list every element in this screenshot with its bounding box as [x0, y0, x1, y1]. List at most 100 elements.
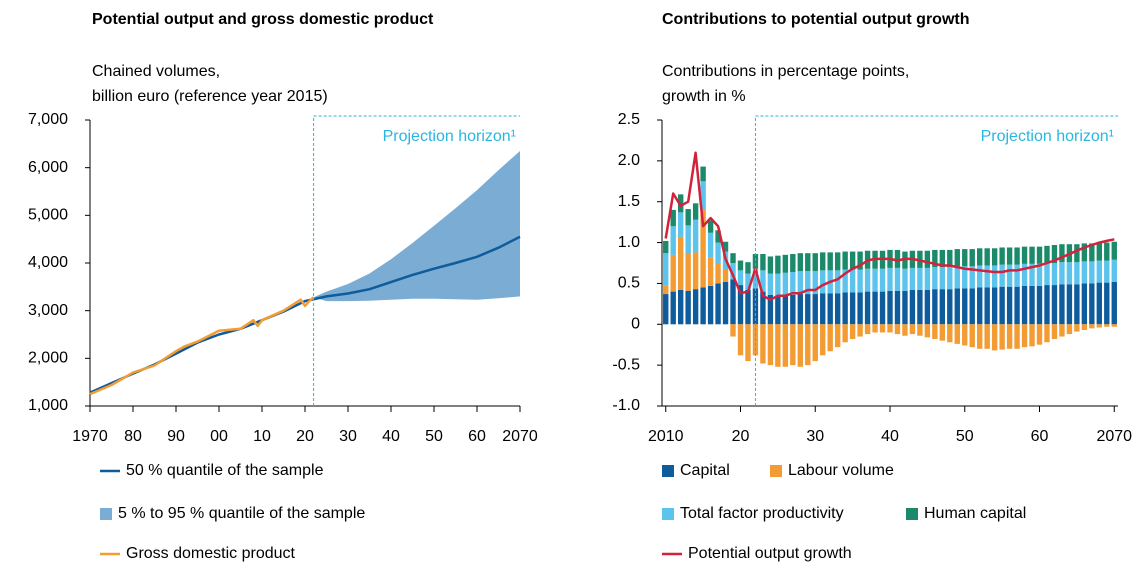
- bar-segment: [954, 324, 960, 344]
- bar-segment: [917, 289, 923, 325]
- bar-segment: [700, 287, 706, 325]
- bar-segment: [1089, 243, 1095, 262]
- bar-segment: [692, 252, 699, 290]
- bar-segment: [1089, 324, 1095, 329]
- bar-segment: [924, 324, 931, 338]
- bar-segment: [700, 181, 706, 210]
- x-tick-label: 2070: [1096, 428, 1132, 445]
- x-tick-label: 1970: [72, 428, 108, 445]
- legend-label: Labour volume: [788, 462, 894, 479]
- annotation: Projection horizon¹: [383, 128, 516, 145]
- bar-segment: [939, 289, 946, 325]
- y-tick-label: 4,000: [28, 254, 68, 271]
- bar-segment: [722, 269, 729, 282]
- bar-segment: [1051, 263, 1058, 286]
- bar-segment: [760, 324, 766, 364]
- bar-segment: [977, 248, 983, 266]
- bar-segment: [692, 203, 699, 220]
- bar-segment: [782, 324, 789, 367]
- bar-segment: [670, 254, 676, 292]
- bar-segment: [1014, 264, 1020, 287]
- bar-segment: [991, 248, 998, 266]
- bar-segment: [894, 290, 901, 325]
- bar-segment: [834, 252, 841, 271]
- bar-segment: [782, 294, 789, 325]
- x-tick-label: 60: [468, 428, 486, 445]
- bar-segment: [864, 268, 871, 292]
- chart-title: Potential output and gross domestic prod…: [92, 11, 434, 28]
- bar-segment: [932, 249, 938, 268]
- bar-segment: [1081, 283, 1088, 325]
- bar-segment: [663, 240, 669, 254]
- y-tick-label: 2.0: [618, 152, 640, 169]
- bar-segment: [820, 324, 826, 356]
- subtitle: billion euro (reference year 2015): [92, 88, 328, 105]
- bar-segment: [685, 254, 691, 291]
- bar-segment: [760, 270, 766, 292]
- bar-segment: [745, 289, 751, 325]
- line: [664, 151, 1115, 302]
- y-tick-label: 1.0: [618, 234, 640, 251]
- bar-segment: [1021, 263, 1028, 286]
- bar-segment: [834, 270, 841, 294]
- y-tick-label: -1.0: [612, 397, 640, 414]
- bar-segment: [722, 281, 729, 325]
- bar-segment: [999, 286, 1005, 325]
- bar-segment: [939, 267, 946, 290]
- bar-segment: [1036, 246, 1043, 264]
- bar-segment: [887, 290, 893, 325]
- bar-segment: [879, 268, 886, 292]
- bar-segment: [991, 287, 998, 325]
- bar-segment: [1104, 242, 1110, 261]
- bar-segment: [677, 236, 684, 290]
- bar-segment: [670, 291, 676, 325]
- bar-segment: [1074, 284, 1080, 325]
- bar-segment: [842, 251, 848, 270]
- bar-segment: [902, 268, 908, 291]
- bar-segment: [1104, 324, 1110, 327]
- bar-segment: [797, 324, 803, 367]
- bar-segment: [857, 292, 863, 325]
- bar-segment: [887, 267, 893, 291]
- subtitle: Chained volumes,: [92, 63, 220, 80]
- subtitle: growth in %: [662, 88, 746, 105]
- y-tick-label: 6,000: [28, 159, 68, 176]
- bar-segment: [1051, 245, 1058, 263]
- x-tick-label: 20: [296, 428, 314, 445]
- bar-segment: [909, 324, 916, 335]
- bar-segment: [737, 260, 744, 271]
- bar-segment: [1089, 283, 1095, 325]
- bar-segment: [991, 324, 998, 351]
- y-tick-label: -0.5: [612, 356, 640, 373]
- bar-segment: [1111, 259, 1117, 282]
- bar-segment: [827, 324, 833, 352]
- subtitle: Contributions in percentage points,: [662, 63, 909, 80]
- bar-segment: [849, 251, 856, 270]
- bar-segment: [984, 324, 990, 349]
- bar-segment: [834, 324, 841, 348]
- bar-segment: [1059, 284, 1065, 325]
- bar-segment: [864, 324, 871, 335]
- bar-segment: [790, 324, 796, 366]
- bar-segment: [999, 264, 1005, 287]
- x-tick-label: 40: [881, 428, 899, 445]
- bar-segment: [797, 294, 803, 325]
- bar-segment: [924, 250, 931, 268]
- projection-marker: [313, 115, 520, 406]
- bar-segment: [827, 293, 833, 325]
- bar-segment: [730, 253, 736, 263]
- bar-segment: [1059, 244, 1065, 263]
- x-tick-label: 40: [382, 428, 400, 445]
- bar-segment: [1096, 324, 1103, 328]
- y-tick-label: 0.5: [618, 275, 640, 292]
- bar-segment: [1006, 286, 1013, 325]
- bar-segment: [1081, 324, 1088, 331]
- legend-marker: [770, 465, 782, 477]
- bar-segment: [1014, 247, 1020, 265]
- bar-segment: [760, 254, 766, 271]
- bar-segment: [1036, 324, 1043, 345]
- y-tick-label: 1.5: [618, 193, 640, 210]
- bar-segment: [1104, 282, 1110, 325]
- legend-marker: [662, 508, 674, 520]
- bar-segment: [962, 288, 968, 325]
